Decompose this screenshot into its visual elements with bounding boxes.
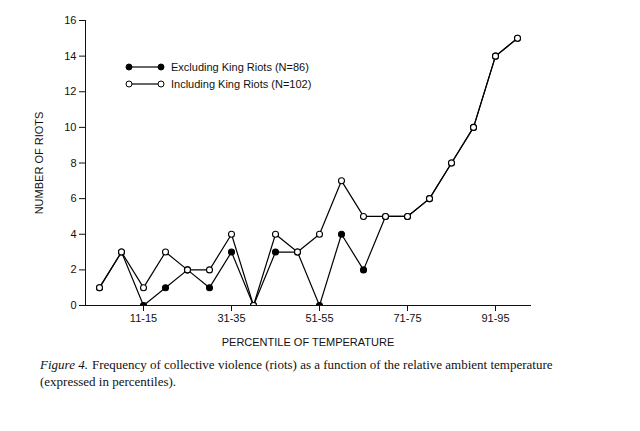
svg-text:12: 12	[64, 85, 76, 97]
svg-text:14: 14	[64, 50, 76, 62]
svg-text:11-15: 11-15	[130, 312, 157, 324]
svg-text:91-95: 91-95	[481, 312, 509, 324]
svg-text:0: 0	[70, 299, 76, 311]
svg-text:2: 2	[70, 263, 76, 275]
svg-text:PERCENTILE OF TEMPERATURE: PERCENTILE OF TEMPERATURE	[222, 336, 395, 348]
svg-text:4: 4	[70, 228, 76, 240]
html-text:Excluding King Riots (N=86): Excluding King Riots (N=86)	[171, 60, 309, 73]
svg-text:NUMBER OF RIOTS: NUMBER OF RIOTS	[33, 112, 45, 215]
svg-text:51-55: 51-55	[305, 312, 333, 324]
svg-text:8: 8	[70, 157, 76, 169]
svg-text:10: 10	[64, 121, 76, 133]
html-text:Figure 4. Frequency of collect: Figure 4. Frequency of collective violen…	[40, 357, 553, 389]
html-text:Including King Riots (N=102): Including King Riots (N=102)	[171, 77, 312, 90]
svg-text:16: 16	[64, 14, 76, 26]
svg-text:71-75: 71-75	[393, 312, 421, 324]
svg-text:6: 6	[70, 192, 76, 204]
svg-text:31-35: 31-35	[217, 312, 245, 324]
